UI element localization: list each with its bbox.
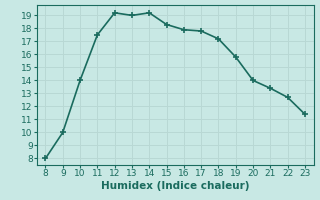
X-axis label: Humidex (Indice chaleur): Humidex (Indice chaleur) — [101, 181, 250, 191]
